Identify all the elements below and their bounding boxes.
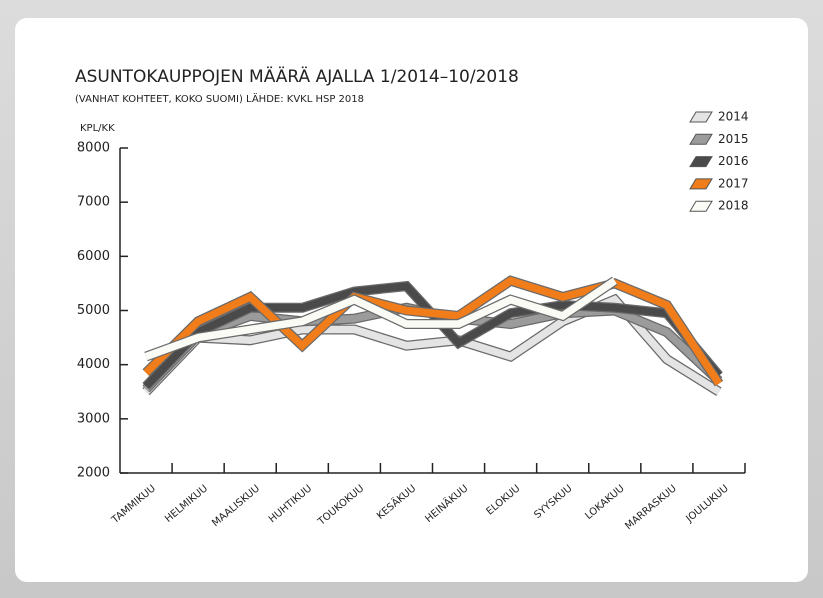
legend-label: 2018 bbox=[718, 199, 749, 213]
legend-label: 2014 bbox=[718, 110, 749, 124]
card bbox=[15, 18, 808, 582]
legend-swatch bbox=[689, 111, 713, 123]
y-tick-label: 8000 bbox=[77, 141, 110, 156]
legend-swatch bbox=[689, 156, 713, 168]
legend-label: 2016 bbox=[718, 154, 749, 168]
y-tick-label: 2000 bbox=[77, 466, 110, 481]
y-tick-label: 3000 bbox=[77, 411, 110, 426]
series-line bbox=[143, 276, 723, 386]
series-line bbox=[144, 277, 617, 361]
legend-swatch bbox=[689, 200, 713, 212]
y-tick-label: 7000 bbox=[77, 195, 110, 210]
y-axis-label: KPL/KK bbox=[80, 123, 115, 134]
y-tick-label: 6000 bbox=[77, 249, 110, 264]
chart-subtitle: (VANHAT KOHTEET, KOKO SUOMI) LÄHDE: KVKL… bbox=[75, 92, 364, 105]
chart-title: ASUNTOKAUPPOJEN MÄÄRÄ AJALLA 1/2014–10/2… bbox=[75, 66, 519, 87]
legend-swatch bbox=[689, 178, 713, 190]
legend-label: 2017 bbox=[718, 176, 749, 190]
y-tick-label: 5000 bbox=[77, 303, 110, 318]
legend-label: 2015 bbox=[718, 132, 749, 146]
legend-swatch bbox=[689, 133, 713, 145]
y-tick-label: 4000 bbox=[77, 357, 110, 372]
